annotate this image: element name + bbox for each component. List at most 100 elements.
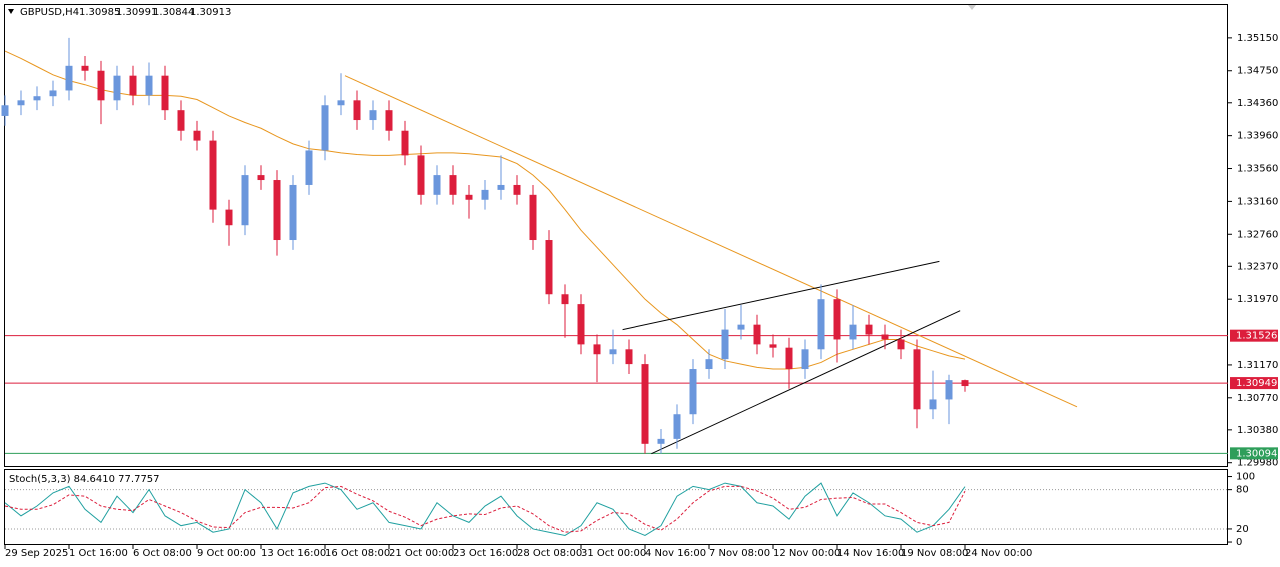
candle-body	[705, 359, 713, 370]
candle-body	[305, 150, 313, 185]
candle-body	[897, 339, 905, 350]
candle-body	[929, 399, 937, 410]
candle-body	[513, 184, 521, 195]
candle-body	[209, 140, 217, 210]
stoch-frame	[4, 469, 1228, 545]
candle-body	[161, 75, 169, 111]
y-tick-label: 1.32760	[1237, 229, 1278, 240]
stoch-tick-label: 80	[1236, 485, 1249, 496]
candle-body	[769, 344, 777, 348]
x-tick-label: 9 Oct 00:00	[197, 548, 256, 559]
candle-body	[865, 324, 873, 335]
candle-body	[337, 100, 345, 106]
candle-body	[241, 175, 249, 226]
candle-body	[449, 175, 457, 195]
price-tag	[1230, 377, 1278, 390]
x-tick-label: 29 Sep 2025	[5, 548, 68, 559]
trendline	[344, 75, 1078, 408]
stoch-main	[4, 482, 966, 537]
candle-body	[833, 299, 841, 340]
price-tag-label: 1.30094	[1236, 448, 1277, 459]
y-tick-label: 1.35150	[1237, 33, 1278, 44]
candle-body	[577, 304, 585, 345]
candle-body	[913, 349, 921, 410]
candle-body	[753, 324, 761, 345]
candle-body	[369, 110, 377, 121]
x-tick-label: 23 Oct 16:00	[453, 548, 518, 559]
candle-body	[1, 105, 9, 116]
x-tick-label: 19 Nov 08:00	[901, 548, 968, 559]
menu-arrow[interactable]	[8, 9, 14, 14]
header-open: 1.30985	[79, 7, 120, 18]
y-tick-label: 1.33960	[1237, 131, 1278, 142]
y-tick-label: 1.33160	[1237, 196, 1278, 207]
header-low: 1.30844	[153, 7, 194, 18]
candle-body	[561, 294, 569, 305]
candle-body	[817, 299, 825, 350]
stoch-label: Stoch(5,3,3) 84.6410 77.7757	[9, 474, 160, 485]
x-tick-label: 31 Oct 00:00	[581, 548, 646, 559]
candle-body	[881, 334, 889, 340]
trendline	[651, 310, 961, 455]
y-tick-label: 1.32370	[1237, 261, 1278, 272]
candle-body	[321, 105, 329, 151]
candle-body	[81, 65, 89, 71]
price-tag-label: 1.30949	[1236, 378, 1277, 389]
x-tick-label: 16 Oct 08:00	[325, 548, 390, 559]
x-tick-label: 12 Nov 00:00	[773, 548, 840, 559]
candle-body	[401, 130, 409, 156]
candle-body	[97, 70, 105, 101]
candle-body	[257, 175, 265, 181]
candle-body	[529, 194, 537, 241]
x-tick-label: 14 Nov 16:00	[837, 548, 904, 559]
x-tick-label: 21 Oct 00:00	[389, 548, 454, 559]
candle-body	[961, 380, 969, 387]
x-tick-label: 1 Oct 16:00	[69, 548, 128, 559]
candle-body	[689, 369, 697, 415]
y-tick-label: 1.29980	[1237, 458, 1278, 469]
candle-body	[33, 96, 41, 101]
candle-body	[673, 414, 681, 439]
y-tick-label: 1.34750	[1237, 66, 1278, 77]
candle-body	[193, 130, 201, 141]
candle-body	[353, 100, 361, 121]
candle-body	[433, 175, 441, 195]
candle-body	[801, 349, 809, 370]
stoch-tick-label: 20	[1236, 524, 1249, 535]
y-tick-label: 1.33560	[1237, 164, 1278, 175]
candle-body	[945, 380, 953, 400]
candle-body	[625, 349, 633, 365]
candle-body	[737, 324, 745, 330]
candle-body	[385, 110, 393, 131]
candle-body	[657, 438, 665, 444]
candle-body	[273, 180, 281, 241]
candle-body	[481, 189, 489, 200]
stoch-tick-label: 0	[1236, 537, 1242, 548]
candle-body	[545, 240, 553, 295]
candle-body	[113, 75, 121, 101]
trendline	[622, 260, 940, 331]
y-tick-label: 1.31170	[1237, 360, 1278, 371]
y-tick-label: 1.31970	[1237, 294, 1278, 305]
stoch-tick-label: 100	[1236, 472, 1255, 483]
x-tick-label: 24 Nov 00:00	[965, 548, 1032, 559]
main-frame	[4, 4, 1228, 467]
candle-body	[177, 110, 185, 131]
y-tick-label: 1.30380	[1237, 425, 1278, 436]
stoch-signal	[4, 485, 966, 533]
x-tick-label: 13 Oct 16:00	[261, 548, 326, 559]
candle-body	[785, 347, 793, 370]
candle-body	[17, 100, 25, 106]
candle-body	[497, 184, 505, 190]
candle-body	[225, 209, 233, 226]
candle-body	[593, 344, 601, 355]
candle-body	[129, 75, 137, 96]
x-tick-label: 4 Nov 16:00	[645, 548, 706, 559]
y-tick-label: 1.30770	[1237, 393, 1278, 404]
candle-body	[145, 75, 153, 96]
candle-body	[721, 329, 729, 360]
candle-body	[465, 194, 473, 200]
shift-marker	[968, 5, 976, 10]
